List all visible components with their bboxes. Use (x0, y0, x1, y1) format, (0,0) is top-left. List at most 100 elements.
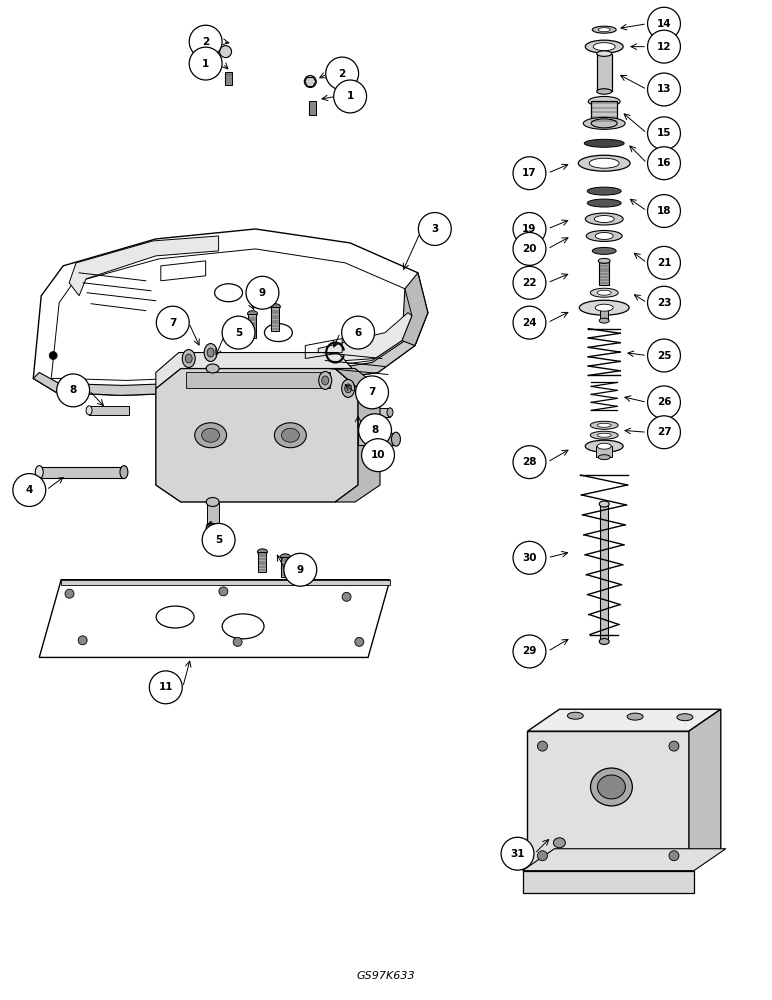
Ellipse shape (36, 466, 43, 479)
Text: 24: 24 (522, 318, 537, 328)
Polygon shape (335, 368, 380, 502)
Text: 7: 7 (169, 318, 177, 328)
Circle shape (501, 837, 534, 870)
Ellipse shape (554, 838, 565, 848)
Ellipse shape (586, 230, 622, 241)
Bar (39, 467, 124, 478)
Ellipse shape (587, 199, 621, 207)
Circle shape (334, 80, 367, 113)
Ellipse shape (591, 768, 632, 806)
Circle shape (648, 246, 680, 279)
Ellipse shape (206, 523, 219, 532)
Text: 19: 19 (523, 224, 537, 234)
Ellipse shape (270, 304, 280, 310)
Text: 8: 8 (69, 385, 76, 395)
Bar (272, 307, 279, 331)
Circle shape (342, 592, 351, 601)
Text: 20: 20 (522, 244, 537, 254)
Circle shape (156, 306, 189, 339)
Ellipse shape (677, 714, 693, 721)
Ellipse shape (598, 443, 611, 449)
Text: 27: 27 (657, 427, 672, 437)
Polygon shape (523, 849, 726, 871)
Bar (259, 552, 266, 572)
Bar (596, 446, 612, 457)
Text: 1: 1 (347, 91, 354, 101)
Circle shape (65, 589, 74, 598)
Ellipse shape (598, 28, 610, 32)
Polygon shape (186, 372, 330, 388)
Polygon shape (318, 313, 412, 362)
Bar (591, 101, 617, 123)
Ellipse shape (567, 712, 584, 719)
Bar (600, 504, 608, 641)
Ellipse shape (201, 428, 219, 442)
Circle shape (13, 474, 46, 506)
Ellipse shape (344, 384, 351, 393)
Ellipse shape (593, 43, 615, 51)
Text: 9: 9 (259, 288, 266, 298)
Text: 5: 5 (215, 535, 222, 545)
Bar (225, 72, 232, 85)
Circle shape (648, 147, 680, 180)
Circle shape (648, 7, 680, 40)
Text: 12: 12 (657, 42, 671, 52)
Circle shape (648, 416, 680, 449)
Polygon shape (69, 236, 218, 296)
Circle shape (648, 195, 680, 227)
Circle shape (648, 339, 680, 372)
Ellipse shape (598, 258, 610, 263)
Ellipse shape (207, 348, 214, 357)
Circle shape (326, 57, 359, 90)
Ellipse shape (86, 406, 92, 415)
Ellipse shape (599, 318, 609, 323)
Ellipse shape (182, 350, 195, 367)
Circle shape (359, 414, 391, 447)
Text: 23: 23 (657, 298, 671, 308)
Text: 29: 29 (523, 646, 537, 656)
Ellipse shape (274, 423, 306, 448)
Ellipse shape (598, 423, 611, 427)
Circle shape (418, 213, 452, 245)
Polygon shape (39, 580, 390, 657)
Circle shape (246, 276, 279, 309)
Ellipse shape (206, 364, 219, 373)
Text: 6: 6 (354, 328, 362, 338)
Bar (523, 871, 694, 893)
Polygon shape (689, 709, 721, 871)
Circle shape (513, 541, 546, 574)
Polygon shape (156, 368, 358, 502)
Text: 2: 2 (339, 69, 346, 79)
Circle shape (669, 741, 679, 751)
Text: 1: 1 (202, 59, 209, 69)
Ellipse shape (589, 158, 619, 168)
Polygon shape (402, 273, 428, 346)
Circle shape (189, 25, 222, 58)
Circle shape (202, 523, 235, 556)
Ellipse shape (322, 376, 329, 385)
Text: 13: 13 (657, 84, 671, 94)
Ellipse shape (598, 455, 610, 460)
Ellipse shape (598, 433, 611, 437)
Ellipse shape (120, 466, 128, 479)
Circle shape (537, 741, 547, 751)
Circle shape (219, 46, 232, 58)
Circle shape (648, 386, 680, 419)
Circle shape (513, 635, 546, 668)
Circle shape (513, 306, 546, 339)
Text: 16: 16 (657, 158, 671, 168)
Bar (89, 406, 129, 415)
Ellipse shape (195, 423, 226, 448)
Ellipse shape (585, 440, 623, 452)
Ellipse shape (599, 501, 609, 507)
Polygon shape (527, 709, 721, 731)
Text: 10: 10 (371, 450, 385, 460)
Circle shape (304, 76, 317, 87)
Circle shape (669, 851, 679, 861)
Text: 3: 3 (432, 224, 438, 234)
Bar (358, 433, 396, 445)
Text: 21: 21 (657, 258, 671, 268)
Circle shape (648, 286, 680, 319)
Text: 15: 15 (657, 128, 671, 138)
Circle shape (537, 851, 547, 861)
